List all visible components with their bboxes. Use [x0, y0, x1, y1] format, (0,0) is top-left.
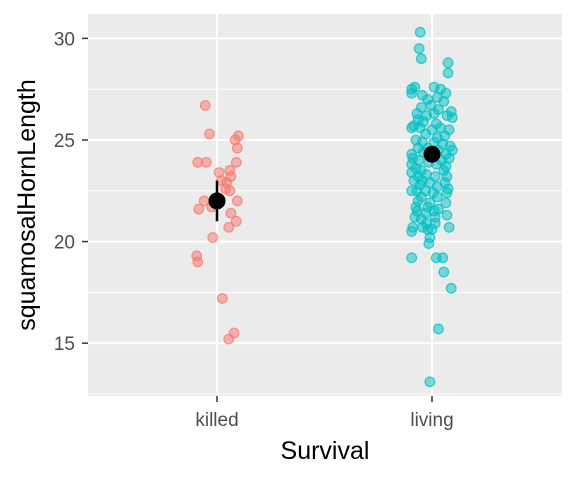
data-point-killed	[230, 156, 242, 168]
data-point-living	[442, 67, 454, 79]
data-points	[191, 26, 458, 388]
data-point-living	[406, 87, 418, 99]
data-point-living	[423, 238, 435, 250]
y-tick-label: 20	[54, 233, 75, 254]
data-point-living	[437, 252, 449, 264]
data-point-killed	[216, 293, 228, 304]
data-point-living	[446, 112, 458, 124]
data-point-killed	[223, 333, 235, 345]
x-tick-label: killed	[195, 410, 238, 431]
data-point-living	[438, 95, 450, 107]
data-point-living	[415, 53, 427, 65]
data-point-living	[433, 323, 444, 335]
y-tick-label: 15	[54, 334, 75, 355]
data-point-killed	[230, 215, 242, 227]
data-point-killed	[204, 128, 215, 140]
summary-layer	[208, 145, 441, 222]
y-tick-label: 30	[54, 29, 75, 50]
data-point-living	[424, 376, 436, 388]
data-point-killed	[193, 203, 205, 215]
data-point-living	[414, 26, 426, 38]
data-point-killed	[207, 232, 219, 243]
data-point-living	[406, 252, 418, 264]
mean-point-killed	[208, 192, 226, 210]
data-point-killed	[200, 156, 212, 168]
data-point-killed	[231, 195, 243, 207]
y-tick-label: 25	[54, 131, 75, 152]
data-point-killed	[225, 207, 237, 219]
x-tick-label: living	[410, 410, 453, 431]
data-point-living	[443, 221, 455, 233]
data-point-living	[445, 282, 457, 294]
plot-panel	[88, 14, 562, 396]
data-point-living	[406, 226, 418, 237]
y-axis-title: squamosalHornLength	[13, 79, 41, 331]
data-point-living	[431, 191, 443, 203]
data-point-killed	[224, 185, 236, 197]
y-axis: 15 20 25 30	[54, 29, 88, 355]
mean-point-living	[423, 145, 441, 163]
data-point-killed	[192, 256, 204, 268]
data-point-living	[428, 108, 440, 119]
data-point-killed	[199, 100, 211, 111]
data-point-living	[441, 209, 453, 221]
x-axis-title: Survival	[281, 437, 370, 465]
data-point-living	[438, 266, 450, 278]
data-point-killed	[223, 221, 235, 233]
data-point-living	[413, 43, 425, 54]
data-point-killed	[231, 142, 243, 154]
data-point-living	[441, 187, 453, 199]
x-axis: killed living	[195, 396, 454, 431]
data-point-living	[440, 197, 452, 209]
data-point-living	[442, 57, 454, 69]
